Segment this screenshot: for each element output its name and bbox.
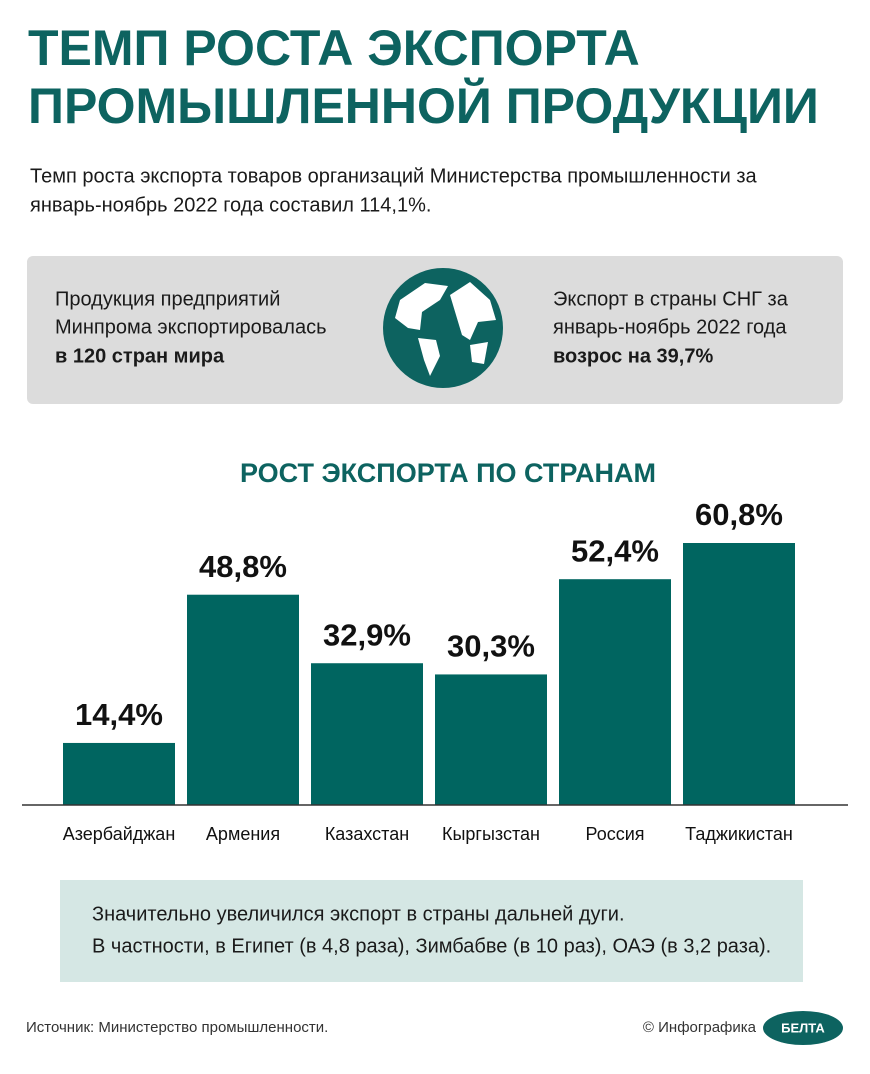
x-tick-label: Азербайджан (63, 824, 176, 844)
panel-text: Продукция предприятий (55, 288, 280, 310)
bar (683, 543, 795, 805)
panel-text: Экспорт в страны СНГ за (553, 288, 789, 310)
x-tick-label: Таджикистан (685, 824, 793, 844)
panel-text: в 120 стран мира (55, 345, 225, 367)
value-label: 14,4% (75, 697, 163, 732)
credit: © Инфографика (643, 1019, 757, 1036)
bar (559, 579, 671, 805)
bar (435, 674, 547, 805)
bar (187, 594, 299, 805)
chart: 14,4% Азербайджан 48,8% Армения 32,9% Казахст… (63, 497, 795, 844)
x-tick-label: Армения (206, 824, 280, 844)
note: В частности, в Египет (в 4,8 раза), Зимб… (92, 935, 771, 957)
x-tick-label: Казахстан (325, 824, 409, 844)
logo-text: БЕЛТА (781, 1020, 825, 1035)
bar (311, 663, 423, 805)
value-label: 48,8% (199, 549, 287, 584)
x-tick-label: Россия (585, 824, 644, 844)
x-tick-label: Кыргызстан (442, 824, 540, 844)
bar (63, 742, 175, 805)
value-label: 60,8% (695, 497, 783, 532)
title: ТЕМП РОСТА ЭКСПОРТА (28, 20, 640, 76)
panel-text: Минпрома экспортировалась (55, 316, 327, 338)
source: Источник: Министерство промышленности. (26, 1019, 328, 1036)
panel-text: январь-ноябрь 2022 года (553, 316, 787, 338)
intro: январь-ноябрь 2022 года составил 114,1%. (30, 194, 431, 216)
globe-icon (383, 268, 503, 388)
panel-text: возрос на 39,7% (553, 345, 713, 367)
note-box (60, 880, 803, 982)
value-label: 52,4% (571, 533, 659, 568)
logo (763, 1011, 843, 1045)
title: ПРОМЫШЛЕННОЙ ПРОДУКЦИИ (28, 77, 819, 134)
note: Значительно увеличился экспорт в страны … (92, 903, 625, 925)
value-label: 30,3% (447, 629, 535, 664)
value-label: 32,9% (323, 617, 411, 652)
intro: Темп роста экспорта товаров организаций … (30, 165, 758, 187)
chart-title: РОСТ ЭКСПОРТА ПО СТРАНАМ (240, 458, 656, 488)
